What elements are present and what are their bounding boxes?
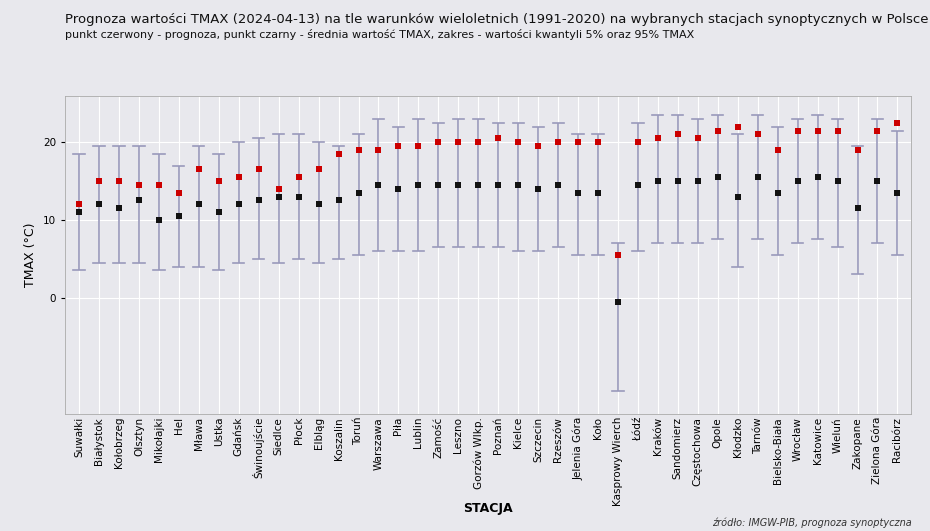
Point [730,123,745,131]
Point [611,251,626,259]
Point [650,177,665,185]
Point [291,173,306,182]
Point [890,189,905,197]
Text: źródło: IMGW-PIB, prognoza synoptyczna: źródło: IMGW-PIB, prognoza synoptyczna [711,518,911,528]
Point [171,189,186,197]
Point [192,165,206,174]
Point [790,126,805,135]
Point [331,150,346,158]
Point [211,208,226,217]
Point [870,177,885,185]
Point [711,126,725,135]
Point [391,142,405,150]
Point [471,138,485,147]
Point [112,204,126,212]
Point [72,200,86,209]
Point [431,138,445,147]
Point [471,181,485,189]
Point [192,200,206,209]
Point [391,185,405,193]
Text: punkt czerwony - prognoza, punkt czarny - średnia wartość TMAX, zakres - wartośc: punkt czerwony - prognoza, punkt czarny … [65,29,695,40]
Point [770,189,785,197]
Point [531,185,546,193]
Point [331,196,346,205]
Point [671,177,685,185]
Text: STACJA: STACJA [463,502,513,515]
Point [91,177,106,185]
Point [411,181,426,189]
Point [411,142,426,150]
Point [152,216,166,224]
Point [371,181,386,189]
Point [112,177,126,185]
Point [272,185,286,193]
Point [631,138,645,147]
Point [251,196,266,205]
Point [152,181,166,189]
Point [571,189,586,197]
Point [72,208,86,217]
Point [810,173,825,182]
Point [850,204,865,212]
Text: Prognoza wartości TMAX (2024-04-13) na tle warunków wieloletnich (1991-2020) na : Prognoza wartości TMAX (2024-04-13) na t… [65,13,928,26]
Point [312,200,326,209]
Point [272,192,286,201]
Point [810,126,825,135]
Point [890,118,905,127]
Point [611,297,626,306]
Point [171,212,186,220]
Point [491,181,506,189]
Point [491,134,506,142]
Point [131,181,146,189]
Point [770,145,785,154]
Point [451,181,466,189]
Y-axis label: TMAX (°C): TMAX (°C) [24,222,37,287]
Point [511,181,525,189]
Point [351,189,365,197]
Point [850,145,865,154]
Point [251,165,266,174]
Point [631,181,645,189]
Point [551,138,565,147]
Point [312,165,326,174]
Point [830,126,845,135]
Point [671,130,685,139]
Point [291,192,306,201]
Point [531,142,546,150]
Point [571,138,586,147]
Point [551,181,565,189]
Point [371,145,386,154]
Point [751,130,765,139]
Point [232,173,246,182]
Point [591,138,605,147]
Point [751,173,765,182]
Point [232,200,246,209]
Point [790,177,805,185]
Point [870,126,885,135]
Point [91,200,106,209]
Point [131,196,146,205]
Point [690,134,705,142]
Point [511,138,525,147]
Point [351,145,365,154]
Point [711,173,725,182]
Point [451,138,466,147]
Point [830,177,845,185]
Point [690,177,705,185]
Point [650,134,665,142]
Point [730,192,745,201]
Point [211,177,226,185]
Point [591,189,605,197]
Point [431,181,445,189]
